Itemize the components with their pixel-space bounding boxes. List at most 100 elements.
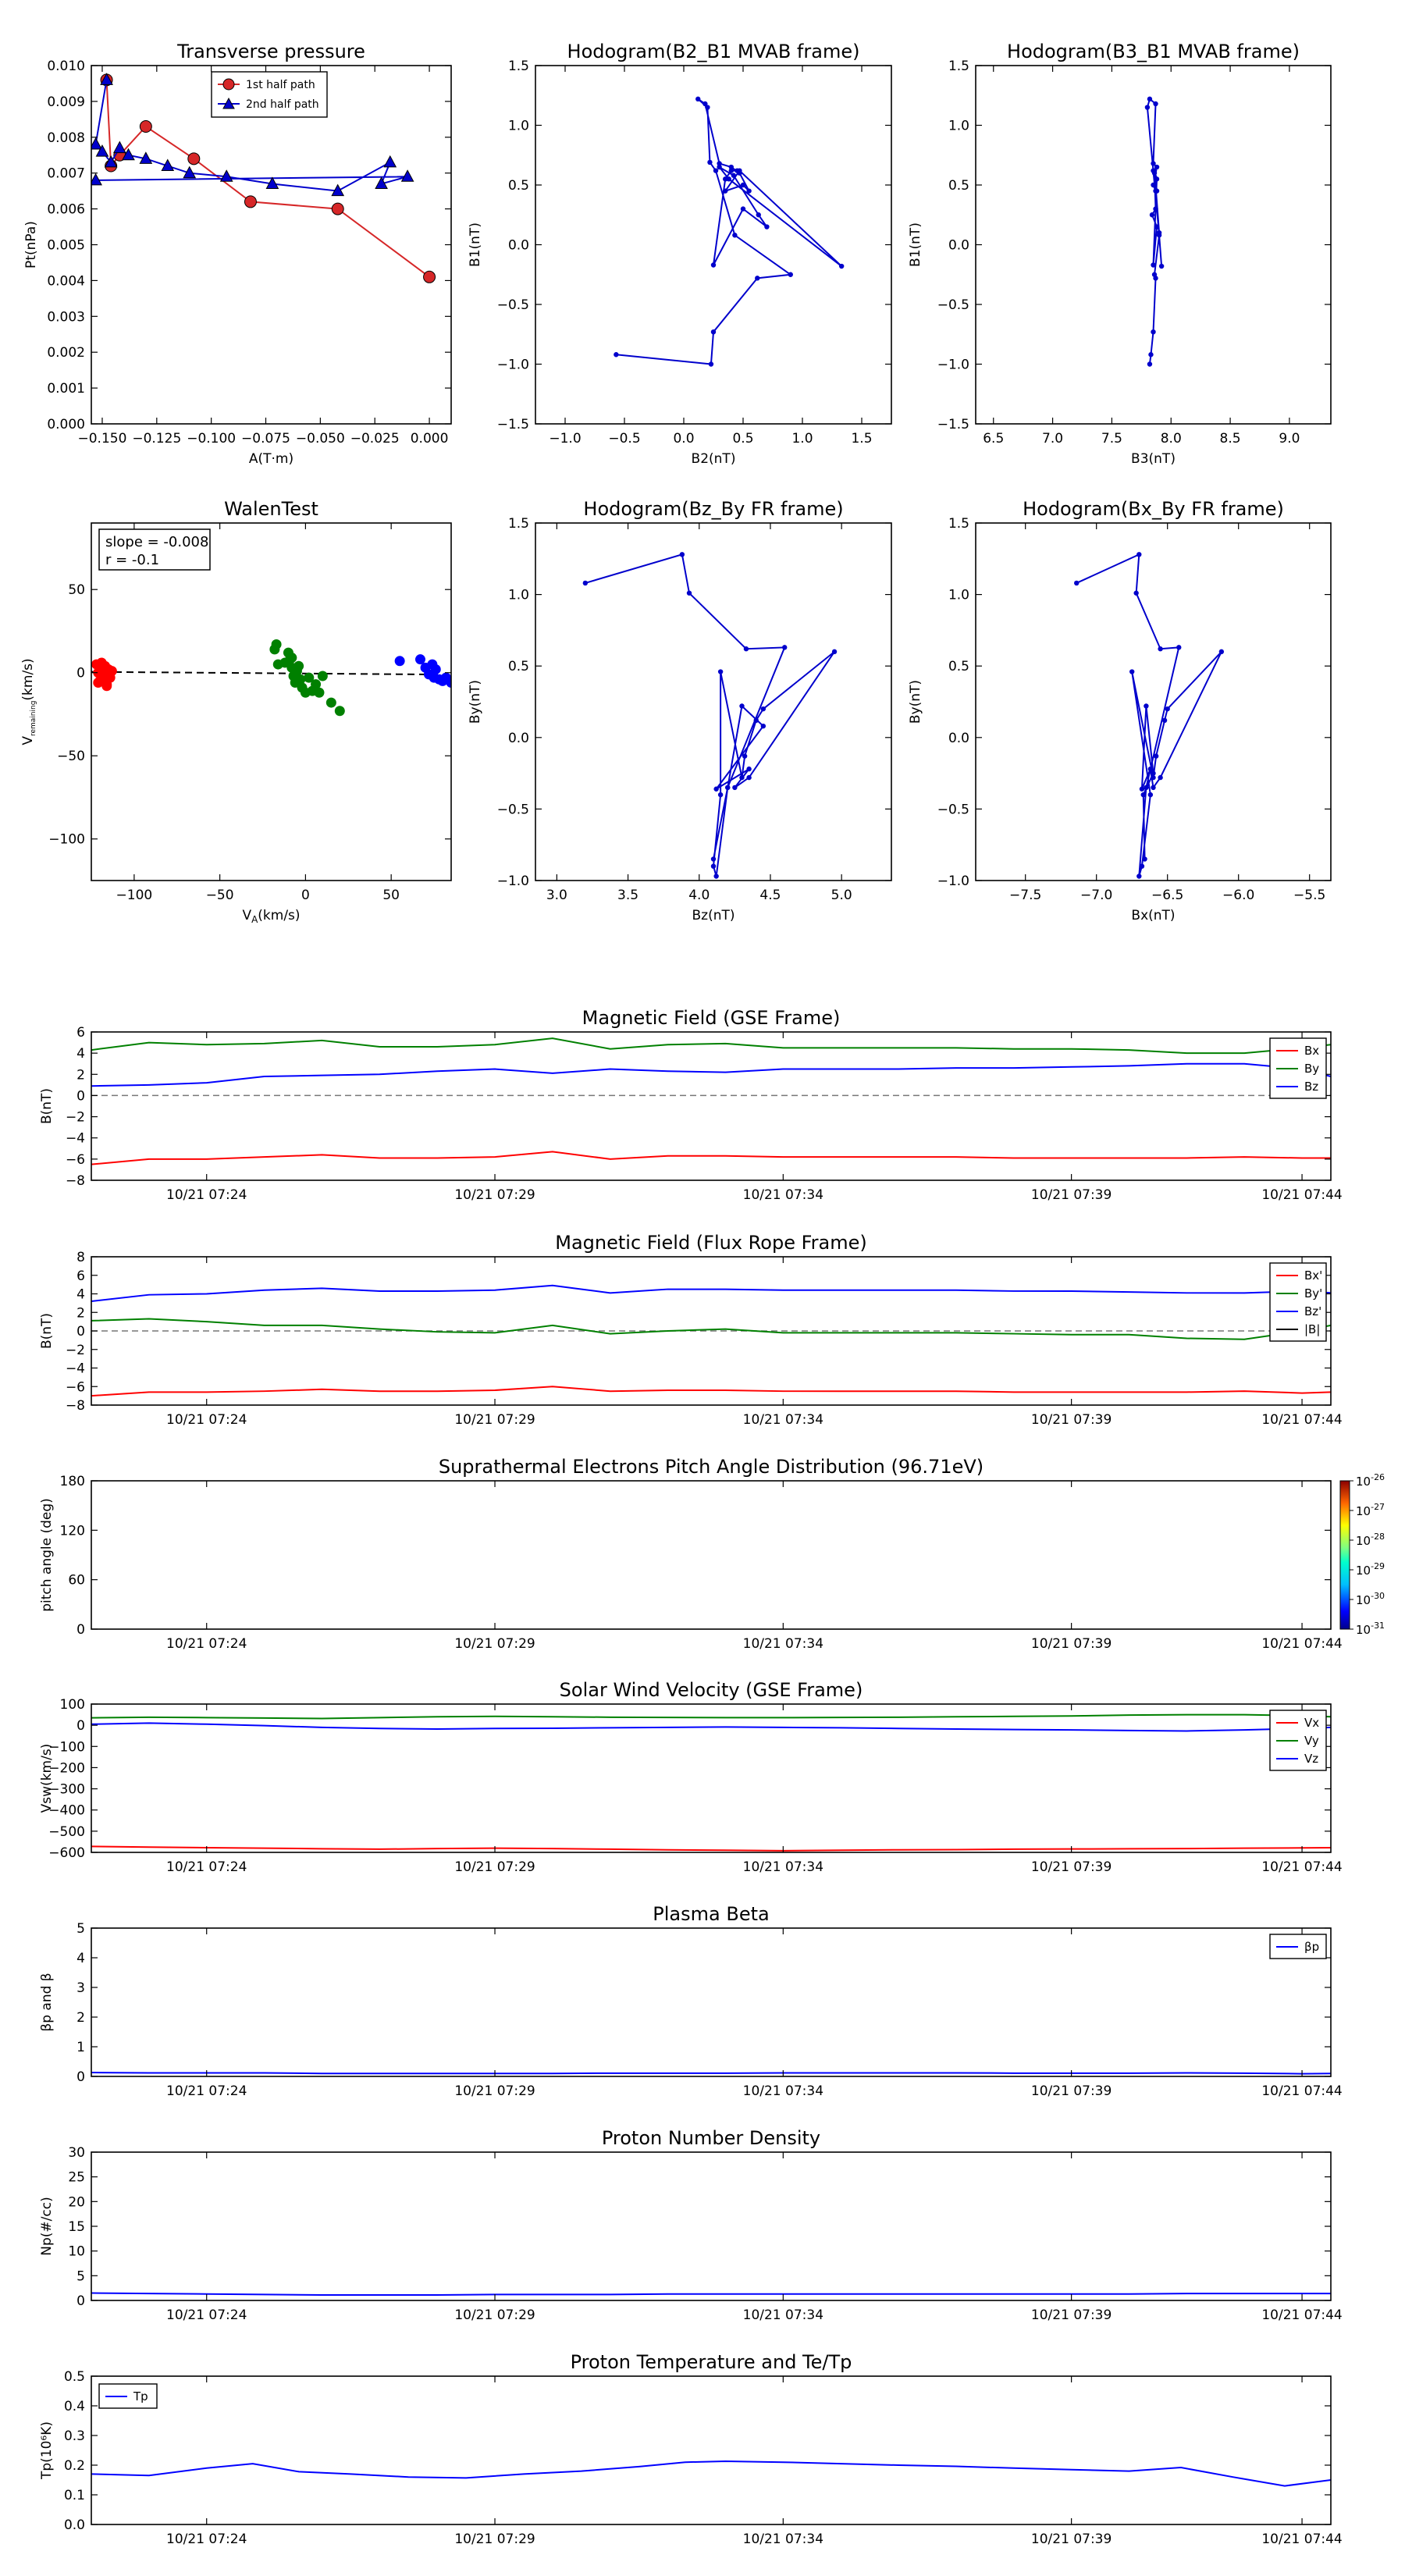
y-tick-label: 1.5: [948, 59, 969, 74]
legend: Tp: [98, 2383, 158, 2409]
x-tick-label: −0.075: [241, 431, 290, 447]
plot-area: [91, 2292, 1331, 2297]
data-point: [713, 168, 719, 173]
y-tick-label: −600: [48, 1845, 85, 1861]
series-2: [394, 654, 451, 688]
y-tick-label: −1.5: [937, 417, 969, 432]
data-point: [106, 666, 117, 677]
x-tick-label: 50: [382, 888, 400, 903]
data-point: [430, 664, 441, 674]
data-point: [746, 774, 752, 781]
data-point: [375, 176, 388, 189]
y-tick-label: 4: [76, 1951, 85, 1966]
y-tick-label: −1.5: [497, 417, 529, 432]
data-point: [183, 165, 197, 179]
y-axis-label: Tp(10⁶K): [39, 2421, 55, 2480]
x-axis: −0.150 −0.125 −0.100 −0.075 −0.050 −0.025 0.00…: [78, 66, 449, 447]
y-tick-label: −4: [66, 1131, 85, 1147]
series-line: [91, 1386, 1331, 1397]
legend-label: βp: [1304, 1940, 1319, 1954]
data-point: [742, 753, 748, 759]
chart-title: Proton Number Density: [602, 2127, 820, 2149]
x-tick-label: 10/21 07:24: [166, 1187, 247, 1203]
chart-title: Hodogram(B2_B1 MVAB frame): [567, 41, 860, 62]
data-point: [710, 863, 717, 869]
data-point: [695, 96, 701, 102]
data-point: [286, 653, 297, 664]
x-tick-label: 0.0: [673, 431, 694, 447]
plot-area: [1074, 552, 1225, 879]
x-tick-label: 10/21 07:29: [454, 1859, 535, 1875]
x-tick-label: 0.000: [411, 431, 449, 447]
y-tick-label: −4: [66, 1361, 85, 1377]
data-point: [728, 164, 734, 170]
y-tick-label: 0.0: [64, 2517, 85, 2533]
x-tick-label: 4.5: [759, 888, 781, 903]
x-tick-label: −0.100: [187, 431, 236, 447]
data-point: [686, 590, 692, 596]
series-Vx: [91, 1845, 1331, 1852]
x-tick-label: 10/21 07:44: [1261, 1636, 1342, 1652]
y-axis: 0 1 2 3 4 5: [76, 1921, 1331, 2085]
chart-title: Magnetic Field (Flux Rope Frame): [555, 1232, 866, 1254]
x-tick-label: 5.0: [831, 888, 852, 903]
chart-title: WalenTest: [224, 498, 318, 520]
data-point: [383, 155, 397, 168]
x-axis: 10/21 07:24 10/21 07:29 10/21 07:34 10/21 0…: [166, 1704, 1343, 1875]
axes-frame: [91, 522, 452, 881]
y-tick-label: −1.0: [937, 873, 969, 889]
x-tick-label: 10/21 07:24: [166, 2532, 247, 2547]
series-Bz: [91, 1062, 1331, 1087]
data-point: [1147, 96, 1153, 102]
axes-frame: [91, 1031, 1332, 1181]
chart-title: Hodogram(Bx_By FR frame): [1023, 498, 1284, 520]
data-point: [1154, 188, 1160, 194]
data-point: [122, 148, 135, 161]
y-tick-label: −100: [48, 832, 85, 848]
y-axis-label: By(nT): [468, 680, 483, 724]
data-point: [1156, 230, 1162, 236]
annotation-text: slope = -0.008: [105, 534, 208, 550]
y-tick-label: 15: [68, 2219, 85, 2235]
chart-solar_wind_velocity: Solar Wind Velocity (GSE Frame) 10/21 07:…: [39, 1679, 1343, 1875]
series-Vy: [91, 1713, 1331, 1720]
chart-title: Hodogram(Bz_By FR frame): [583, 498, 843, 520]
x-axis: 10/21 07:24 10/21 07:29 10/21 07:34 10/21 0…: [166, 1481, 1343, 1652]
colorbar-label: 10-27: [1356, 1502, 1385, 1518]
data-point: [746, 766, 752, 772]
x-tick-label: 1.0: [791, 431, 813, 447]
data-point: [1151, 262, 1156, 268]
data-point: [1218, 649, 1225, 655]
legend: Bx' By' Bz' |B|: [1269, 1262, 1327, 1342]
x-tick-label: 10/21 07:29: [454, 2307, 535, 2323]
x-tick-label: 8.5: [1220, 431, 1241, 447]
x-tick-label: 0.5: [732, 431, 753, 447]
x-tick-label: 10/21 07:44: [1261, 1859, 1342, 1875]
data-point: [1151, 774, 1156, 781]
data-point: [732, 233, 738, 238]
series-2nd half path: [91, 73, 414, 197]
x-axis-label: B3(nT): [1131, 451, 1176, 467]
legend: βp: [1269, 1934, 1327, 1959]
x-tick-label: 3.0: [546, 888, 567, 903]
legend-label: |B|: [1304, 1322, 1320, 1336]
axes-frame: [91, 65, 452, 425]
colorbar-label: 10-30: [1356, 1591, 1385, 1607]
data-point: [755, 276, 760, 281]
chart-mag_field_gse: Magnetic Field (GSE Frame)10/21 07:24 10/…: [39, 1007, 1343, 1203]
y-tick-label: 5: [76, 2268, 85, 2284]
data-point: [94, 664, 105, 674]
data-point: [756, 212, 761, 218]
data-point: [219, 169, 233, 182]
y-tick-label: 0: [76, 1718, 85, 1734]
y-tick-label: 0.010: [47, 59, 85, 74]
series-line: [91, 1713, 1331, 1720]
x-axis: 10/21 07:24 10/21 07:29 10/21 07:34 10/21 0…: [166, 1257, 1343, 1428]
x-tick-label: 10/21 07:29: [454, 1636, 535, 1652]
y-tick-label: −100: [48, 1739, 85, 1755]
colorbar-label: 10-29: [1356, 1561, 1385, 1578]
data-point: [1158, 646, 1163, 652]
y-tick-label: 0.004: [47, 273, 85, 289]
x-axis-label: A(T·m): [249, 451, 293, 467]
